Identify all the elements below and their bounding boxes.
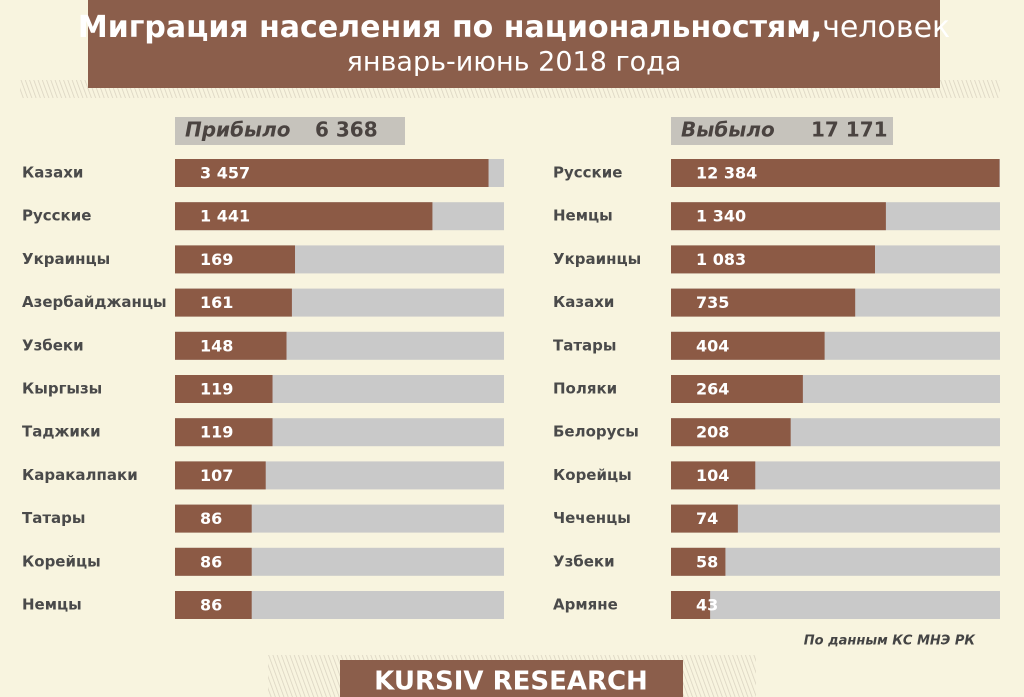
value-label: 74 bbox=[696, 509, 718, 528]
value-label: 208 bbox=[696, 423, 729, 442]
value-label: 1 441 bbox=[200, 207, 250, 226]
category-label: Украинцы bbox=[22, 250, 110, 268]
value-label: 169 bbox=[200, 250, 233, 269]
value-label: 58 bbox=[696, 552, 718, 571]
bar-track bbox=[671, 547, 1000, 576]
bar bbox=[671, 202, 886, 231]
bar bbox=[175, 202, 433, 231]
category-label: Корейцы bbox=[22, 552, 101, 570]
bar bbox=[671, 159, 1000, 187]
category-label: Таджики bbox=[22, 423, 101, 441]
bar bbox=[175, 418, 273, 447]
header-box bbox=[175, 117, 405, 145]
bar bbox=[175, 375, 273, 403]
bar bbox=[175, 461, 266, 490]
category-label: Армяне bbox=[553, 596, 618, 614]
value-label: 119 bbox=[200, 380, 233, 399]
category-label: Белорусы bbox=[553, 423, 639, 441]
bar bbox=[671, 547, 726, 576]
category-label: Корейцы bbox=[553, 466, 632, 484]
title-box bbox=[88, 0, 940, 88]
category-label: Русские bbox=[553, 164, 622, 182]
bar-track bbox=[671, 591, 1000, 619]
bar bbox=[175, 159, 489, 187]
value-label: 264 bbox=[696, 380, 729, 399]
value-label: 104 bbox=[696, 466, 729, 485]
value-label: 404 bbox=[696, 336, 729, 355]
value-label: 119 bbox=[200, 423, 233, 442]
bar bbox=[671, 461, 756, 490]
value-label: 86 bbox=[200, 552, 222, 571]
category-label: Казахи bbox=[553, 293, 614, 311]
value-label: 148 bbox=[200, 336, 233, 355]
bar bbox=[671, 375, 803, 403]
bar bbox=[175, 504, 252, 533]
category-label: Русские bbox=[22, 207, 91, 225]
category-label: Кыргызы bbox=[22, 380, 102, 398]
value-label: 12 384 bbox=[696, 164, 757, 183]
bar bbox=[671, 591, 711, 619]
bar bbox=[175, 331, 287, 360]
bar bbox=[671, 418, 791, 447]
category-label: Поляки bbox=[553, 380, 617, 398]
panel-total: 17 171 bbox=[811, 118, 888, 142]
bar bbox=[671, 331, 825, 360]
value-label: 1 340 bbox=[696, 207, 746, 226]
chart-title: Миграция населения по национальностям,че… bbox=[78, 10, 950, 45]
bar bbox=[671, 504, 738, 533]
category-label: Каракалпаки bbox=[22, 466, 138, 484]
value-label: 3 457 bbox=[200, 164, 250, 183]
subtitle: январь-июнь 2018 года bbox=[347, 47, 682, 78]
header-box bbox=[671, 117, 893, 145]
category-label: Татары bbox=[553, 336, 616, 354]
panel-title: Выбыло bbox=[681, 118, 775, 142]
panel-total: 6 368 bbox=[315, 118, 378, 142]
category-label: Узбеки bbox=[22, 336, 84, 354]
category-label: Азербайджанцы bbox=[22, 293, 167, 311]
category-label: Немцы bbox=[22, 596, 82, 614]
bar bbox=[175, 288, 292, 317]
bar bbox=[671, 288, 856, 317]
category-label: Чеченцы bbox=[553, 509, 631, 527]
value-label: 86 bbox=[200, 509, 222, 528]
category-label: Украинцы bbox=[553, 250, 641, 268]
category-label: Казахи bbox=[22, 164, 83, 182]
panel-title: Прибыло bbox=[185, 118, 291, 142]
value-label: 43 bbox=[696, 596, 718, 615]
value-label: 86 bbox=[200, 596, 222, 615]
value-label: 1 083 bbox=[696, 250, 746, 269]
bar bbox=[671, 245, 875, 274]
bar bbox=[175, 245, 296, 274]
bar bbox=[175, 591, 252, 619]
value-label: 107 bbox=[200, 466, 233, 485]
source: По данным КС МНЭ РК bbox=[804, 634, 977, 649]
category-label: Татары bbox=[22, 509, 85, 527]
value-label: 735 bbox=[696, 293, 729, 312]
footer: KURSIV RESEARCH bbox=[374, 667, 648, 697]
category-label: Немцы bbox=[553, 207, 613, 225]
value-label: 161 bbox=[200, 293, 233, 312]
bar bbox=[175, 547, 252, 576]
footer-box bbox=[340, 660, 683, 697]
category-label: Узбеки bbox=[553, 552, 615, 570]
